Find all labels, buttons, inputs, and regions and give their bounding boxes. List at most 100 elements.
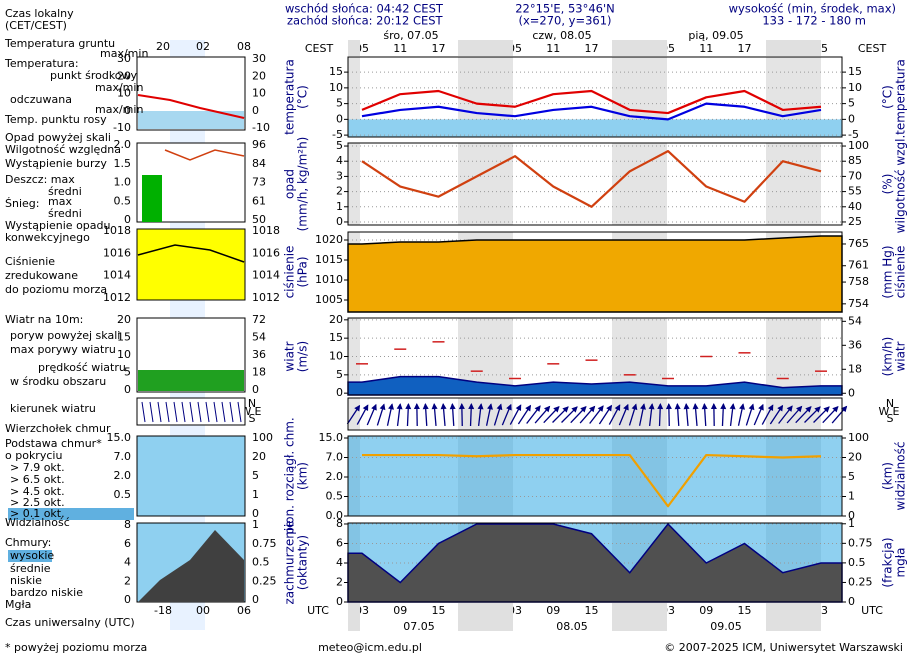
arrow-head <box>468 403 475 410</box>
legend-tick: 1012 <box>252 291 280 304</box>
y-tick-label: 3 <box>336 169 343 182</box>
line <box>361 102 822 121</box>
area <box>347 235 843 313</box>
legend-temp <box>137 94 245 119</box>
legend-label: bardzo niskie <box>10 586 83 599</box>
legend-tick: 72 <box>252 313 266 326</box>
legend-rain <box>142 175 162 222</box>
legend-local-tick: 20 <box>156 40 170 53</box>
wind-arrow <box>761 404 774 425</box>
panel-bg <box>348 143 842 225</box>
arrow-head <box>534 405 541 412</box>
y2-axis-title: widzialność <box>894 442 908 511</box>
y-tick-label: 0 <box>336 386 343 399</box>
legend-arrow <box>213 401 218 423</box>
legend-tick: 6 <box>124 537 131 550</box>
legend-label: max <box>48 195 72 208</box>
arrow-head <box>496 403 503 411</box>
arrow-head <box>683 403 690 410</box>
y2-axis-title: ciśnienie <box>894 246 908 299</box>
arrow-head <box>748 403 755 411</box>
panel-frame <box>347 317 843 396</box>
night-band <box>612 436 667 516</box>
local-label: CEST <box>305 42 334 55</box>
wind-arrow <box>589 405 604 424</box>
local-hour: 17 <box>432 42 446 55</box>
legend-tick: 30 <box>117 52 131 65</box>
wind-arrow <box>526 405 541 424</box>
legend-highlight <box>8 508 134 520</box>
y2-tick-label: 36 <box>848 338 862 351</box>
local-date: czw, 08.05 <box>532 29 591 42</box>
legend-label: prędkość wiatru <box>38 361 126 374</box>
arrow-head <box>758 403 764 411</box>
arrow-head <box>422 403 429 410</box>
night-band <box>458 40 513 56</box>
y-tick-label: 0 <box>336 215 343 228</box>
y2-tick-label: 758 <box>848 275 869 288</box>
legend-utc-tick: 00 <box>196 604 210 617</box>
wind-arrow <box>493 403 503 426</box>
coords: 22°15'E, 53°46'N <box>515 2 615 16</box>
wind-arrow <box>440 403 447 427</box>
wind-arrow <box>701 403 708 427</box>
arrow-head <box>796 405 803 413</box>
y-axis-title: wiatr <box>283 341 297 371</box>
y2-axis-unit: (°C) <box>881 85 895 109</box>
night-band <box>766 40 821 56</box>
legend-tick: 0 <box>252 104 259 117</box>
legend-tick: 1016 <box>252 246 280 259</box>
legend-tick: 0.5 <box>114 488 132 501</box>
legend-arrow <box>173 401 178 423</box>
local-hour: 17 <box>585 42 599 55</box>
night-band <box>766 143 821 225</box>
utc-hour: 09 <box>546 604 560 617</box>
local-title: (CET/CEST) <box>5 19 67 32</box>
arrow-head <box>553 406 560 413</box>
y2-axis-unit: (km) <box>881 462 895 490</box>
utc-date: 08.05 <box>556 620 588 633</box>
y-axis-title: pion. rozciągł. chm. <box>283 417 297 535</box>
y-tick-label: 6 <box>336 536 343 549</box>
wind-arrow <box>628 403 638 426</box>
legend-tick: 0 <box>124 104 131 117</box>
y2-tick-label: 85 <box>848 154 862 167</box>
y2-tick-label: 55 <box>848 185 862 198</box>
legend-arrow <box>197 401 202 423</box>
y2-tick-label: 754 <box>848 297 869 310</box>
legend-pressure <box>137 244 245 263</box>
legend-tick: 1014 <box>103 269 131 282</box>
y2-tick-label: 761 <box>848 259 869 272</box>
legend-tick: 0 <box>252 383 259 396</box>
y2-axis-unit: (frakcja) <box>881 537 895 587</box>
legend-tick: 1018 <box>103 224 131 237</box>
y2-tick-label: 70 <box>848 169 862 182</box>
y-axis-unit: (m/s) <box>296 341 310 372</box>
wind-arrow <box>778 405 793 424</box>
arrow-head <box>571 406 578 413</box>
wind-arrow <box>346 404 361 425</box>
wind-arrow <box>729 403 736 426</box>
legend-tick: 20 <box>252 69 266 82</box>
night-band <box>612 603 667 631</box>
wind-arrow <box>561 406 578 423</box>
wind-arrow <box>422 403 429 427</box>
legend-label: Podstawa chmur* <box>5 437 102 450</box>
arrow-head <box>614 404 621 412</box>
y2-tick-label: 5 <box>848 97 855 110</box>
legend-tick: 0.25 <box>252 574 277 587</box>
arrow-head <box>449 403 456 410</box>
arrow-head <box>506 403 512 411</box>
legend-label: średni <box>48 207 82 220</box>
legend-tick: -10 <box>252 121 270 134</box>
legend-label: odczuwana <box>10 93 72 106</box>
compass: E <box>893 405 900 418</box>
legend-tick: 20 <box>252 450 266 463</box>
y-tick-label: 20 <box>329 313 343 326</box>
legend-label: średnie <box>10 562 51 575</box>
y2-axis-title: wilgotność wzgl. <box>894 135 908 234</box>
arrow-head <box>413 403 420 410</box>
legend-tick: 5 <box>124 366 131 379</box>
wind-arrow <box>485 403 493 426</box>
arrow-head <box>648 403 655 410</box>
